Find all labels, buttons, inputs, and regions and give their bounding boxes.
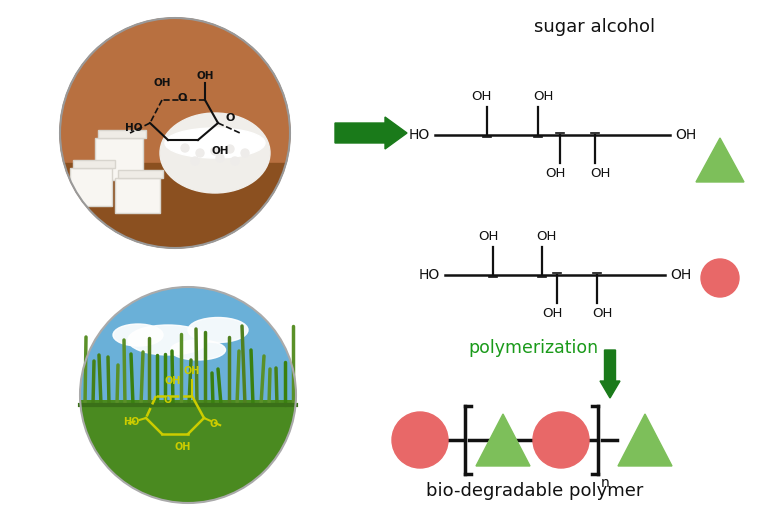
Circle shape xyxy=(231,157,239,165)
Circle shape xyxy=(533,412,589,468)
Text: OH: OH xyxy=(590,167,611,180)
Ellipse shape xyxy=(128,325,208,355)
Text: OH: OH xyxy=(675,128,697,142)
Text: OH: OH xyxy=(197,71,214,81)
Circle shape xyxy=(241,149,249,157)
Polygon shape xyxy=(476,414,530,466)
Text: OH: OH xyxy=(537,230,557,243)
Ellipse shape xyxy=(188,318,248,343)
Text: OH: OH xyxy=(533,90,554,103)
Bar xyxy=(70,168,112,206)
Bar xyxy=(80,400,296,508)
Text: OH: OH xyxy=(184,366,200,376)
Text: OH: OH xyxy=(154,78,170,88)
Bar xyxy=(98,130,146,138)
Ellipse shape xyxy=(113,324,163,346)
Text: O: O xyxy=(225,113,234,123)
Circle shape xyxy=(80,287,296,503)
Polygon shape xyxy=(618,414,672,466)
Ellipse shape xyxy=(170,340,226,360)
Bar xyxy=(73,160,115,168)
Circle shape xyxy=(191,157,199,165)
Ellipse shape xyxy=(165,128,265,158)
Text: HO: HO xyxy=(409,128,430,142)
Circle shape xyxy=(392,412,448,468)
Circle shape xyxy=(196,149,204,157)
Circle shape xyxy=(216,154,224,162)
Bar xyxy=(115,178,160,213)
Text: HO: HO xyxy=(124,123,142,133)
Polygon shape xyxy=(696,138,744,182)
Ellipse shape xyxy=(160,113,270,193)
Circle shape xyxy=(60,18,290,248)
Text: OH: OH xyxy=(545,167,565,180)
Bar xyxy=(95,138,143,180)
FancyArrow shape xyxy=(600,350,620,398)
Text: OH: OH xyxy=(478,230,498,243)
Circle shape xyxy=(211,147,219,155)
Text: polymerization: polymerization xyxy=(468,339,598,357)
Text: bio-degradable polymer: bio-degradable polymer xyxy=(426,482,644,500)
Text: O: O xyxy=(210,419,218,429)
Text: OH: OH xyxy=(211,146,229,156)
Text: O: O xyxy=(164,395,172,405)
Text: HO: HO xyxy=(124,417,140,427)
Text: OH: OH xyxy=(592,307,612,320)
Circle shape xyxy=(181,144,189,152)
Text: OH: OH xyxy=(165,376,181,386)
Text: OH: OH xyxy=(472,90,492,103)
Circle shape xyxy=(226,145,234,153)
Text: HO: HO xyxy=(419,268,440,282)
FancyArrow shape xyxy=(335,117,407,149)
Circle shape xyxy=(701,259,739,297)
Text: n: n xyxy=(601,476,610,490)
Text: OH: OH xyxy=(670,268,691,282)
Bar xyxy=(118,170,163,178)
Text: OH: OH xyxy=(175,442,191,452)
Text: OH: OH xyxy=(541,307,562,320)
Polygon shape xyxy=(60,163,290,248)
Text: sugar alcohol: sugar alcohol xyxy=(535,18,656,36)
Text: O: O xyxy=(177,93,187,103)
